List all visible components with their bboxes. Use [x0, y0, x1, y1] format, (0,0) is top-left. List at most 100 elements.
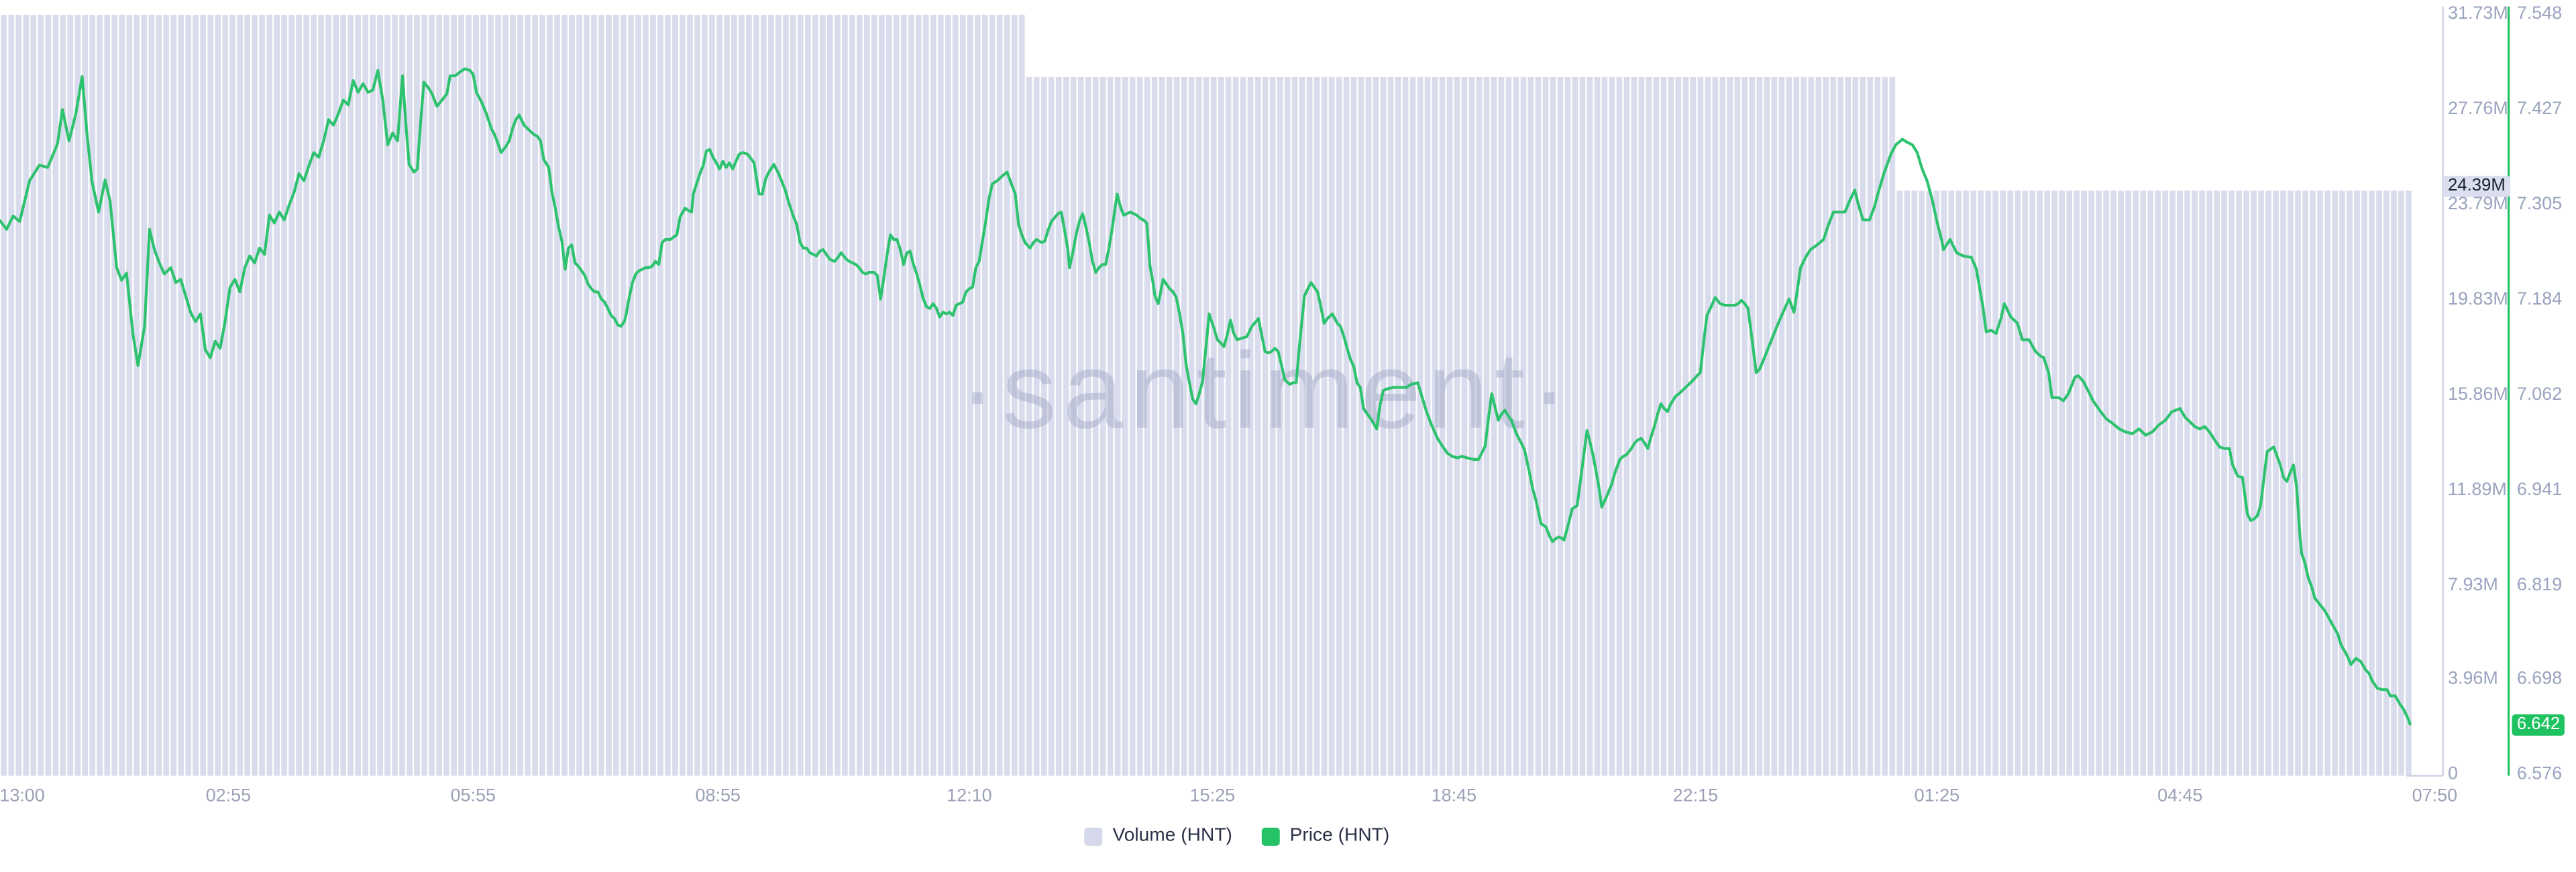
price-swatch-icon	[1262, 827, 1280, 846]
volume-bar	[1557, 76, 1564, 776]
volume-bar	[835, 15, 841, 776]
volume-bar	[2361, 190, 2367, 776]
volume-bar	[1144, 76, 1150, 776]
volume-bar	[1077, 76, 1084, 776]
volume-bar	[1181, 76, 1187, 776]
volume-bar	[709, 15, 715, 776]
volume-bar	[1896, 190, 1903, 776]
x-axis-tick: 12:10	[947, 786, 992, 807]
volume-bar	[1719, 76, 1726, 776]
price-axis-tick: 7.184	[2516, 289, 2563, 309]
volume-bar	[126, 15, 133, 776]
volume-bar	[1793, 76, 1800, 776]
volume-bar	[2354, 190, 2360, 776]
price-axis-tick: 7.427	[2516, 99, 2563, 119]
volume-bar	[414, 15, 420, 776]
volume-bar	[2000, 190, 2006, 776]
volume-bar	[1107, 76, 1114, 776]
volume-bar	[1225, 76, 1232, 776]
santiment-watermark: ·santiment·	[959, 331, 1574, 451]
volume-bar	[753, 15, 759, 776]
volume-bar	[222, 15, 229, 776]
volume-bar	[1978, 190, 1984, 776]
legend-item-price[interactable]: Price (HNT)	[1262, 826, 1389, 847]
volume-bar	[377, 15, 383, 776]
volume-bar	[1933, 190, 1940, 776]
x-axis-tick: 08:55	[695, 786, 741, 807]
volume-bar	[1313, 76, 1320, 776]
volume-bar	[451, 15, 457, 776]
volume-bar	[2029, 190, 2036, 776]
volume-bar	[849, 15, 855, 776]
volume-bar	[193, 15, 199, 776]
volume-bar	[104, 15, 111, 776]
price-axis-tick: 6.941	[2516, 480, 2563, 500]
volume-bar	[1092, 76, 1099, 776]
volume-bar	[1004, 15, 1010, 776]
volume-bar	[2206, 190, 2212, 776]
volume-bar	[2339, 190, 2345, 776]
volume-bar	[1321, 76, 1328, 776]
legend-label-volume: Volume (HNT)	[1112, 826, 1232, 846]
volume-bar	[370, 15, 376, 776]
volume-axis-tick: 31.73M	[2447, 4, 2508, 24]
volume-bar	[827, 15, 833, 776]
volume-bar	[1550, 76, 1556, 776]
volume-bar	[768, 15, 774, 776]
volume-bar	[1734, 76, 1741, 776]
volume-bar	[1727, 76, 1733, 776]
volume-bar	[871, 15, 877, 776]
volume-bar	[900, 15, 907, 776]
legend-item-volume[interactable]: Volume (HNT)	[1084, 826, 1232, 847]
volume-bar	[281, 15, 288, 776]
volume-bar	[141, 15, 148, 776]
volume-bar	[1048, 76, 1055, 776]
volume-bar	[922, 15, 929, 776]
volume-bar	[2022, 190, 2029, 776]
x-axis-tick: 04:45	[2157, 786, 2203, 807]
volume-bar	[1350, 76, 1357, 776]
volume-bar	[952, 15, 959, 776]
volume-bar	[1631, 76, 1638, 776]
volume-bar	[384, 15, 390, 776]
volume-bar	[1705, 76, 1711, 776]
volume-bar	[2376, 190, 2382, 776]
volume-bar	[584, 15, 590, 776]
volume-bar	[1070, 76, 1077, 776]
volume-bar	[1114, 76, 1121, 776]
volume-bar	[303, 15, 309, 776]
volume-bars	[1, 15, 2412, 776]
volume-bar	[1387, 76, 1394, 776]
volume-bar	[598, 15, 604, 776]
volume-bar	[1623, 76, 1630, 776]
volume-axis-tick: 7.93M	[2447, 574, 2498, 595]
volume-bar	[739, 15, 745, 776]
volume-bar	[1336, 76, 1342, 776]
volume-bar	[1749, 76, 1756, 776]
volume-bar	[1668, 76, 1674, 776]
volume-bar	[347, 15, 354, 776]
volume-bar	[702, 15, 708, 776]
volume-bar	[724, 15, 730, 776]
volume-bar	[429, 15, 435, 776]
volume-bar	[798, 15, 804, 776]
volume-bar	[1262, 76, 1269, 776]
price-axis-tick: 7.548	[2516, 4, 2563, 24]
volume-bar	[156, 15, 162, 776]
legend-label-price: Price (HNT)	[1289, 826, 1390, 846]
volume-bar	[392, 15, 398, 776]
volume-bar	[731, 15, 737, 776]
volume-bar	[2383, 190, 2390, 776]
volume-bar	[1476, 76, 1483, 776]
volume-bar	[1889, 76, 1896, 776]
volume-bar	[657, 15, 663, 776]
volume-bar	[1166, 76, 1173, 776]
volume-bar	[1424, 76, 1431, 776]
volume-bar	[1129, 76, 1136, 776]
volume-bar	[1, 15, 7, 776]
price-line[interactable]	[0, 67, 2412, 726]
volume-bar	[436, 15, 442, 776]
volume-bar	[1040, 76, 1047, 776]
volume-bar	[1823, 76, 1829, 776]
